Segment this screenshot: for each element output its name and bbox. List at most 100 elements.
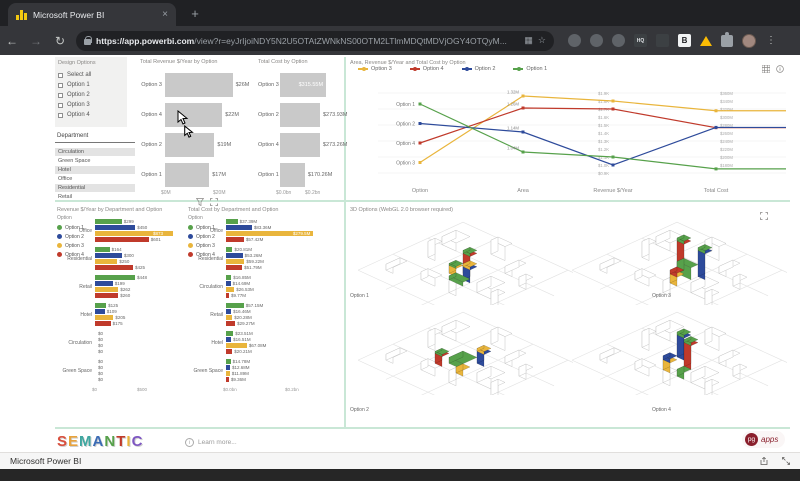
slicer-checkbox-item[interactable]: Option 3: [58, 100, 124, 110]
bar-segment[interactable]: [95, 253, 122, 258]
legend-item[interactable]: Option 2: [188, 232, 215, 241]
legend-item[interactable]: Option 1: [57, 223, 84, 232]
bar-segment[interactable]: [165, 103, 223, 127]
bar-segment[interactable]: [226, 321, 236, 326]
bar-segment[interactable]: [226, 275, 232, 280]
legend-item[interactable]: Option 1: [188, 223, 215, 232]
line-chart[interactable]: Option Area Revenue $/Year Total Cost $1.9K $…: [348, 78, 790, 200]
fullscreen-icon[interactable]: [760, 212, 768, 220]
legend-item[interactable]: Option 1: [513, 66, 547, 72]
department-slicer-item[interactable]: Residential: [55, 184, 135, 192]
bar-segment[interactable]: [226, 259, 245, 264]
slicer-checkbox-item[interactable]: Option 4: [58, 110, 124, 120]
legend-item[interactable]: Option 4: [188, 250, 215, 259]
city-render-option-2[interactable]: [358, 307, 573, 395]
browser-menu-icon[interactable]: ⋮: [766, 35, 776, 46]
slicer-checkbox-item[interactable]: Select all: [58, 70, 124, 80]
share-icon[interactable]: [760, 457, 768, 465]
address-bar[interactable]: https://app.powerbi.com/view?r=eyJrIjoiN…: [76, 30, 554, 51]
slicer-checkbox-item[interactable]: Option 1: [58, 80, 124, 90]
checkbox[interactable]: [58, 112, 63, 118]
bar-segment[interactable]: [226, 349, 233, 354]
bookmark-star-icon[interactable]: ☆: [537, 35, 546, 45]
grid-icon[interactable]: [762, 65, 770, 73]
legend-item[interactable]: Option 2: [461, 66, 495, 72]
bar-segment[interactable]: [226, 309, 232, 314]
fullscreen-icon[interactable]: [782, 457, 790, 465]
bar-segment[interactable]: [95, 287, 119, 292]
bar-segment[interactable]: [226, 337, 232, 342]
bar-segment[interactable]: [95, 309, 105, 314]
legend-item[interactable]: Option 4: [57, 250, 84, 259]
bar-segment[interactable]: [226, 247, 233, 252]
checkbox[interactable]: [58, 72, 63, 78]
back-button-icon[interactable]: ←: [6, 33, 18, 48]
department-slicer-item[interactable]: Green Space: [58, 158, 91, 164]
bar-segment[interactable]: [95, 225, 136, 230]
bar-segment[interactable]: [165, 163, 210, 187]
extension-icon[interactable]: [656, 34, 669, 47]
legend-item[interactable]: Option 3: [57, 241, 84, 250]
bar-segment[interactable]: [226, 237, 244, 242]
browser-tab[interactable]: Microsoft Power BI ×: [8, 3, 176, 26]
bar-segment[interactable]: [95, 303, 107, 308]
department-slicer-item[interactable]: Hotel: [55, 166, 135, 174]
department-slicer-item[interactable]: Circulation: [55, 148, 135, 156]
bar-segment[interactable]: [226, 371, 230, 376]
forward-button-icon[interactable]: →: [30, 33, 42, 48]
slicer-checkbox-item[interactable]: Option 2: [58, 90, 124, 100]
bar-segment[interactable]: [95, 315, 114, 320]
new-tab-button[interactable]: +: [191, 6, 199, 21]
checkbox[interactable]: [58, 102, 63, 108]
department-slicer-item[interactable]: Office: [58, 176, 73, 182]
extensions-puzzle-icon[interactable]: [721, 31, 733, 47]
bar-segment[interactable]: [280, 133, 320, 157]
legend-item[interactable]: Option 2: [57, 232, 84, 241]
bar-segment[interactable]: [95, 293, 119, 298]
bar-segment[interactable]: [280, 163, 305, 187]
extension-icon[interactable]: [612, 34, 625, 47]
qr-code-icon[interactable]: ▦: [524, 35, 533, 45]
bar-segment[interactable]: [95, 237, 149, 242]
tab-close-icon[interactable]: ×: [162, 8, 168, 20]
extension-hq-icon[interactable]: HQ: [634, 34, 647, 47]
bar-segment[interactable]: [95, 265, 133, 270]
bar-segment[interactable]: [226, 225, 252, 230]
bar-segment[interactable]: $315.55M: [280, 73, 327, 97]
bar-segment[interactable]: [95, 247, 110, 252]
focus-mode-icon[interactable]: [210, 198, 218, 206]
bar-segment[interactable]: [226, 377, 229, 382]
learn-more-link[interactable]: i Learn more...: [185, 438, 237, 447]
google-drive-icon[interactable]: [700, 35, 712, 46]
extension-icon[interactable]: [590, 34, 603, 47]
bar-segment[interactable]: [95, 321, 111, 326]
refresh-button-icon[interactable]: ↻: [54, 33, 66, 48]
bar-segment[interactable]: [226, 343, 247, 348]
bar-segment[interactable]: [95, 231, 174, 236]
bar-segment[interactable]: [226, 281, 231, 286]
bar-segment[interactable]: [226, 303, 244, 308]
city-render-option-3[interactable]: [572, 217, 787, 305]
bar-segment[interactable]: [226, 287, 235, 292]
bar-segment[interactable]: [95, 259, 118, 264]
info-icon[interactable]: [776, 65, 784, 73]
bar-segment[interactable]: [226, 293, 230, 298]
legend-item[interactable]: Option 3: [358, 66, 392, 72]
bar-segment[interactable]: [226, 265, 243, 270]
bar-segment[interactable]: [280, 103, 320, 127]
city-render-option-1[interactable]: [358, 217, 573, 305]
legend-item[interactable]: Option 4: [409, 66, 444, 72]
legend-item[interactable]: Option 3: [188, 241, 215, 250]
bar-segment[interactable]: [226, 331, 234, 336]
bar-segment[interactable]: [165, 73, 233, 97]
extension-b-icon[interactable]: B: [678, 34, 691, 47]
bar-segment[interactable]: [226, 365, 230, 370]
bar-segment[interactable]: [95, 281, 113, 286]
profile-avatar[interactable]: [742, 33, 756, 48]
department-slicer-item[interactable]: Retail: [58, 194, 73, 200]
bar-segment[interactable]: [95, 275, 136, 280]
bar-segment[interactable]: [226, 219, 238, 224]
checkbox[interactable]: [58, 82, 63, 88]
bar-segment[interactable]: [226, 315, 233, 320]
city-render-option-4[interactable]: [572, 307, 787, 395]
